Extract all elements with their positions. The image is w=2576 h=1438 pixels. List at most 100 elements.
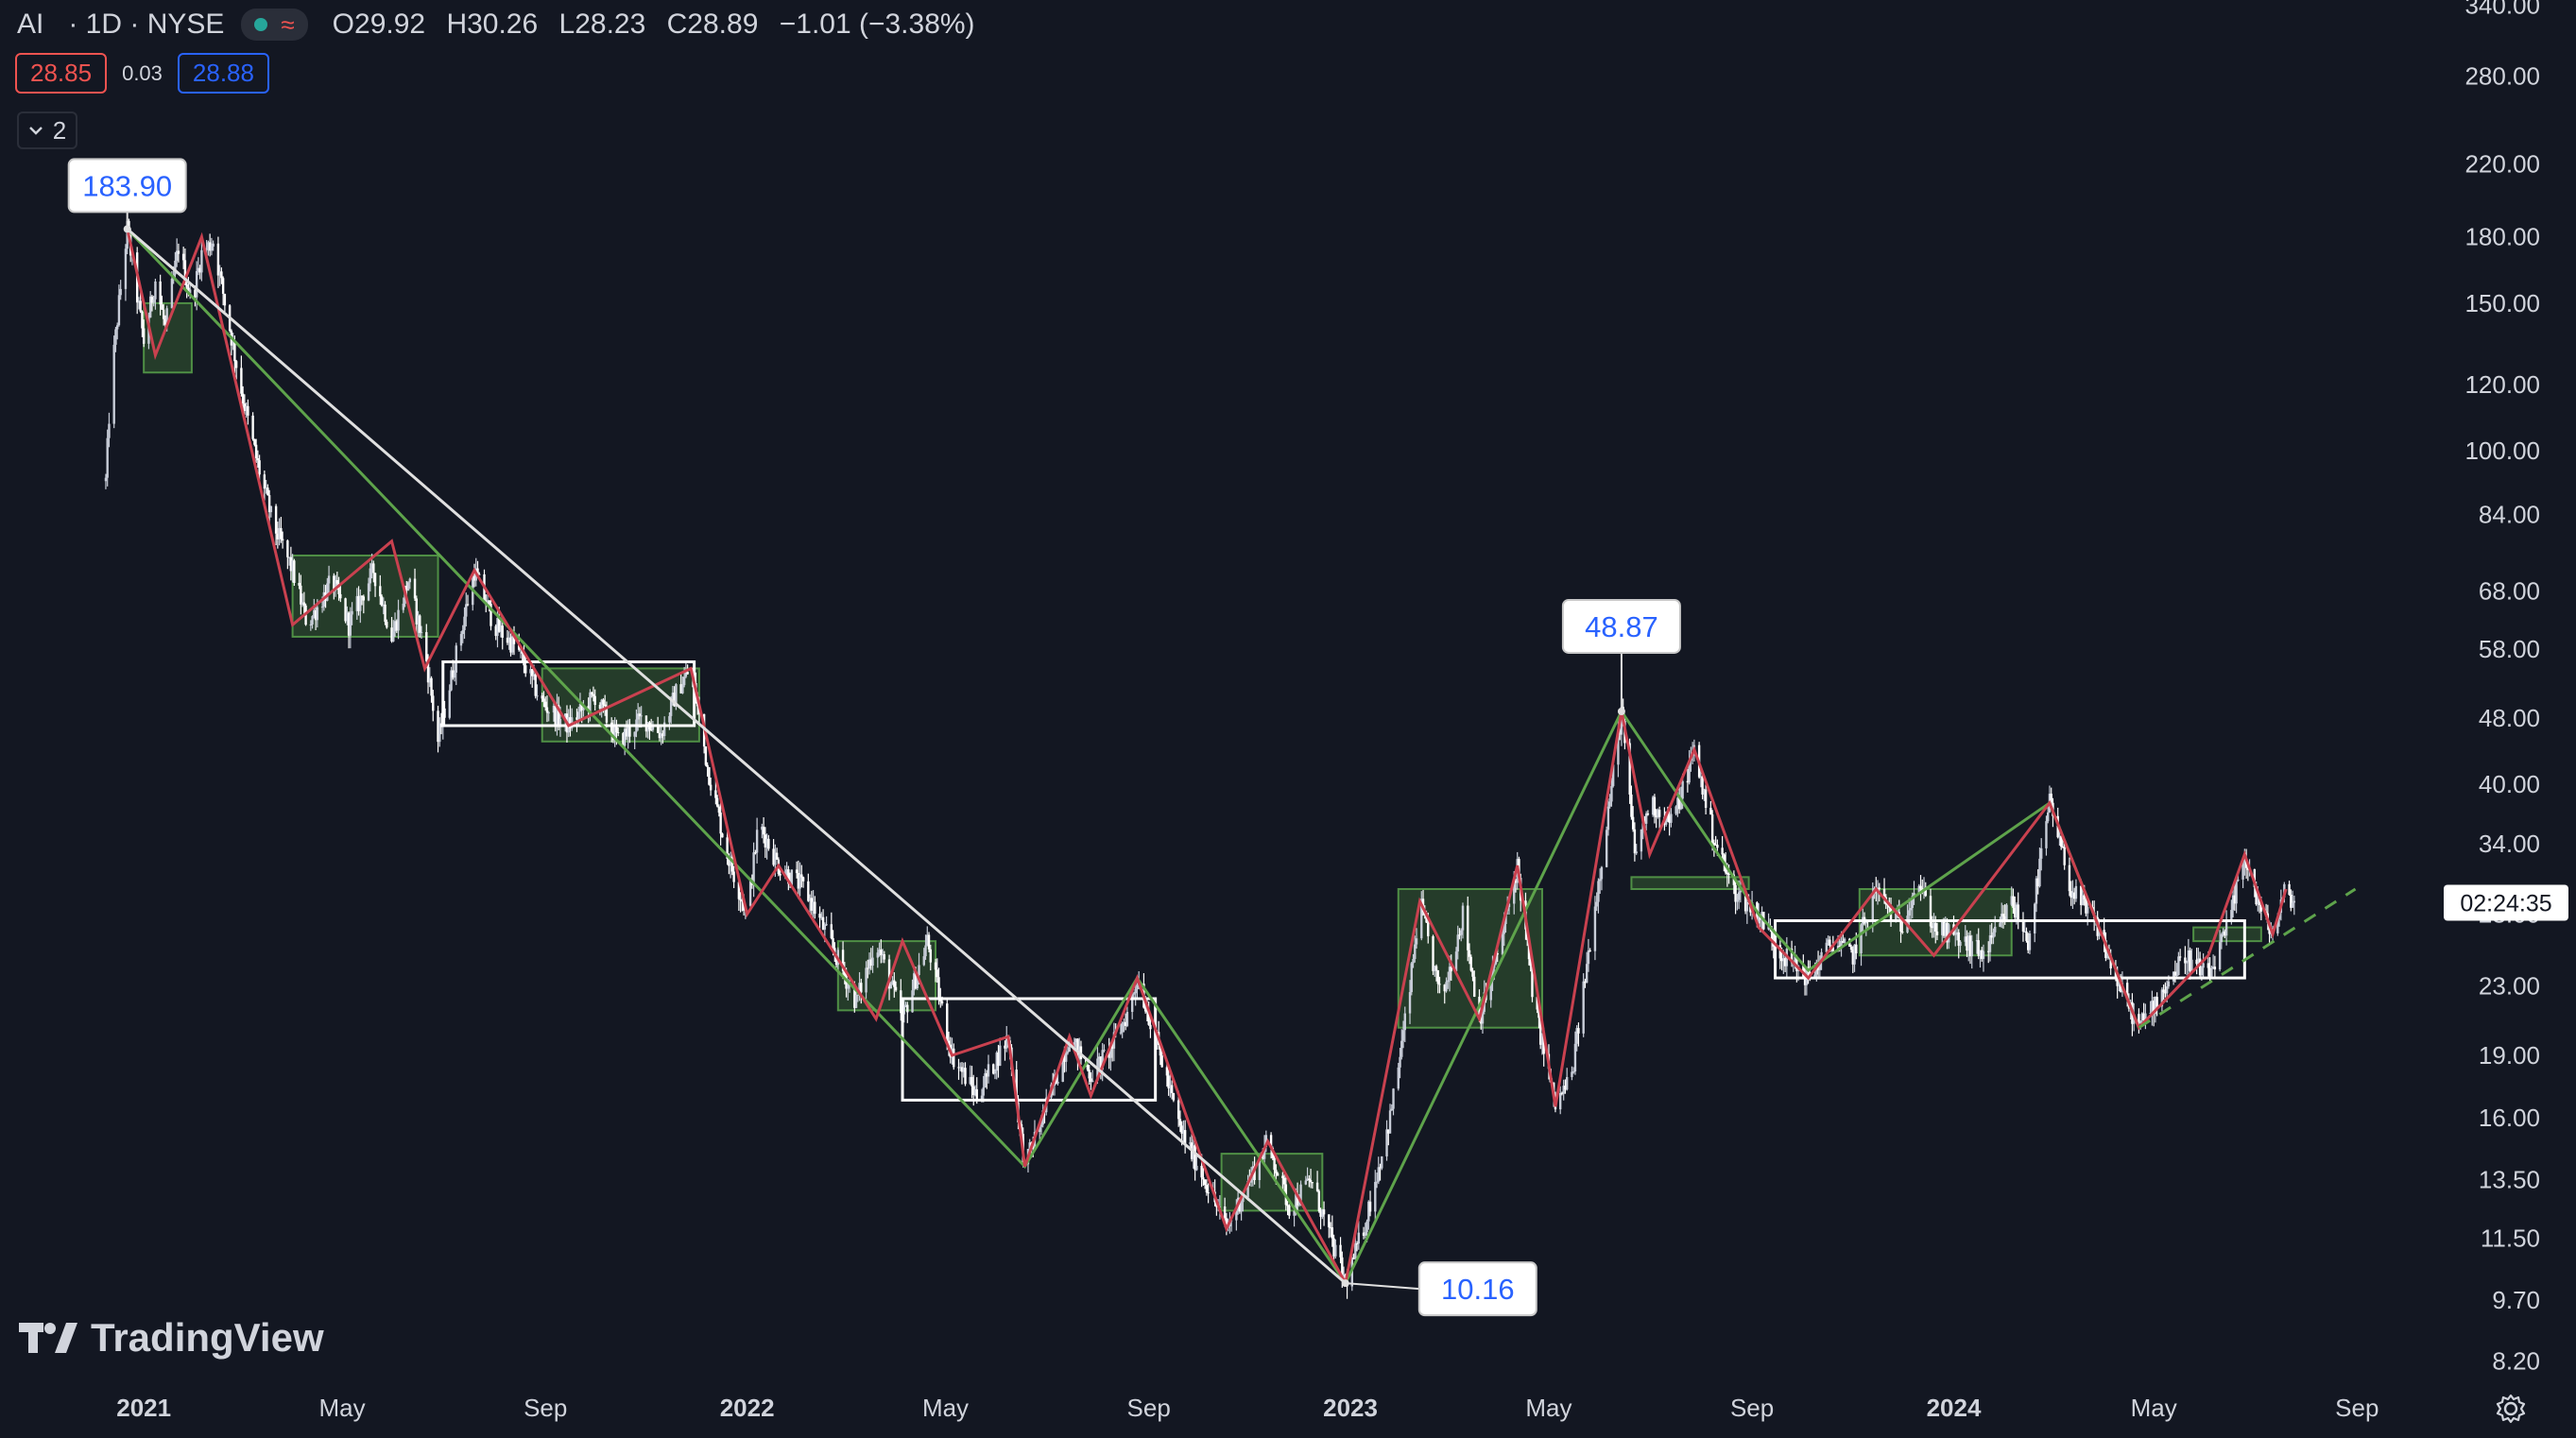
candle-body xyxy=(1743,891,1747,912)
candle-body xyxy=(1388,1110,1392,1134)
gear-icon[interactable] xyxy=(2495,1393,2527,1425)
bid-button[interactable]: 28.85 xyxy=(15,53,108,94)
candle-body xyxy=(142,328,146,344)
candle-body xyxy=(918,965,920,976)
candle-body xyxy=(681,685,684,693)
candle-body xyxy=(472,575,476,581)
candle-body xyxy=(2151,1001,2154,1013)
candle-body xyxy=(1964,936,1966,942)
candle-body xyxy=(2197,958,2200,965)
pivot-point-0 xyxy=(123,225,131,233)
candle-body xyxy=(1827,939,1829,943)
candle-body xyxy=(992,1064,995,1074)
candle-body xyxy=(984,1072,987,1087)
candle-body xyxy=(973,1088,977,1096)
indicators-toggle[interactable]: 2 xyxy=(17,111,77,149)
tradingview-logo[interactable]: TradingView xyxy=(19,1315,324,1361)
candle-body xyxy=(1379,1167,1382,1169)
candle-body xyxy=(344,598,347,622)
candle-body xyxy=(818,914,821,918)
candle-body xyxy=(267,495,271,513)
candle-body xyxy=(1843,938,1846,943)
y-tick-label: 40.00 xyxy=(2479,770,2540,798)
candle-body xyxy=(2207,963,2210,968)
candle-body xyxy=(1987,950,1990,952)
symbol-name[interactable]: AI xyxy=(17,9,44,40)
candle-body xyxy=(969,1076,971,1085)
candle-body xyxy=(1339,1244,1342,1258)
candle-body xyxy=(194,289,197,298)
candle-body xyxy=(1101,1050,1104,1070)
market-status-pill[interactable]: ≈ xyxy=(241,9,308,41)
candle-body xyxy=(2241,863,2244,880)
candle-body xyxy=(1281,1175,1284,1178)
candle-body xyxy=(1703,789,1706,795)
candle-body xyxy=(523,653,525,666)
candle-body xyxy=(489,604,492,626)
candle-body xyxy=(1447,980,1450,983)
candle-body xyxy=(2177,956,2180,975)
candle-body xyxy=(1540,1034,1544,1045)
candle-body xyxy=(2167,981,2171,987)
candle-body xyxy=(124,248,128,289)
candle-body xyxy=(2040,847,2043,859)
candle-body xyxy=(2178,956,2182,958)
candle-body xyxy=(755,830,759,853)
ask-button[interactable]: 28.88 xyxy=(177,53,269,94)
candle-body xyxy=(1932,922,1935,929)
candle-body xyxy=(1946,922,1949,943)
interval-exchange[interactable]: · 1D · NYSE xyxy=(68,9,225,40)
x-tick-label: 2022 xyxy=(720,1394,775,1422)
chevron-down-icon xyxy=(28,127,43,135)
candle-body xyxy=(256,458,260,461)
candle-body xyxy=(1331,1227,1334,1239)
candle-body xyxy=(891,980,894,985)
candle-body xyxy=(799,874,801,889)
candle-body xyxy=(2023,931,2026,933)
candle-body xyxy=(2244,859,2248,868)
candle-body xyxy=(1390,1108,1393,1111)
candle-body xyxy=(993,1070,997,1074)
y-tick-label: 48.00 xyxy=(2479,704,2540,732)
candle-body xyxy=(1640,829,1643,852)
candle-body xyxy=(656,726,660,733)
candle-body xyxy=(150,296,154,303)
y-tick-label: 11.50 xyxy=(2481,1224,2540,1252)
x-tick-label: May xyxy=(319,1394,366,1422)
candle-body xyxy=(841,950,845,971)
candle-body xyxy=(785,869,788,876)
pivot-point-1 xyxy=(1617,707,1625,715)
candle-body xyxy=(2047,812,2050,822)
candle-body xyxy=(438,723,441,743)
candle-body xyxy=(845,975,848,989)
candle-body xyxy=(1276,1173,1279,1176)
candle-body xyxy=(960,1067,964,1072)
candle-body xyxy=(1968,935,1972,957)
candle-body xyxy=(1147,1011,1150,1025)
candle-body xyxy=(1269,1135,1273,1148)
candle-body xyxy=(1450,967,1452,972)
candle-body xyxy=(987,1064,990,1077)
candle-body xyxy=(415,598,418,625)
candle-body xyxy=(1461,905,1465,931)
candle-body xyxy=(417,615,420,625)
candle-body xyxy=(1434,966,1436,971)
candle-body xyxy=(198,267,201,273)
countdown-box xyxy=(2444,884,2568,921)
candle-body xyxy=(1851,950,1854,965)
candle-body xyxy=(452,670,455,678)
candle-body xyxy=(384,604,386,623)
candle-body xyxy=(1878,887,1880,889)
green-zone-6 xyxy=(1630,876,1750,890)
candle-body xyxy=(2028,933,2032,950)
x-axis: 2021 May Sep 2022 May Sep 2023 May Sep 2024 May Sep xyxy=(116,1394,2379,1422)
candle-body xyxy=(1620,707,1623,735)
candle-body xyxy=(1778,945,1782,959)
candle-body xyxy=(1913,893,1915,897)
candle-body xyxy=(1109,1043,1112,1058)
candle-body xyxy=(1392,1088,1395,1109)
candle-body xyxy=(165,308,168,325)
candle-body xyxy=(532,674,536,676)
candle-body xyxy=(1782,958,1785,962)
